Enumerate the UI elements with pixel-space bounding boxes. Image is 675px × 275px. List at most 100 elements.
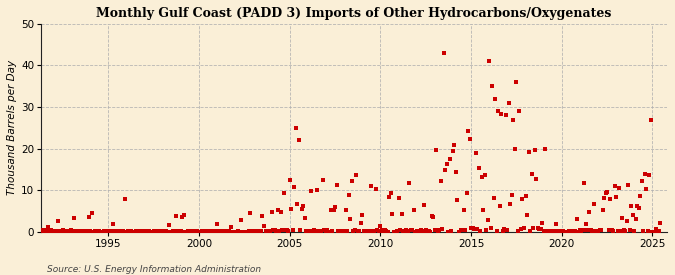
Point	[286, 207, 296, 212]
Point	[452, 197, 463, 202]
Point	[92, 229, 103, 234]
Point	[472, 227, 483, 231]
Point	[554, 229, 564, 233]
Point	[567, 229, 578, 233]
Point	[342, 228, 352, 233]
Point	[209, 229, 219, 233]
Point	[505, 202, 516, 206]
Point	[140, 230, 151, 234]
Point	[162, 230, 173, 234]
Y-axis label: Thousand Barrels per Day: Thousand Barrels per Day	[7, 60, 17, 196]
Point	[358, 229, 369, 234]
Point	[506, 193, 517, 197]
Point	[518, 226, 529, 230]
Point	[574, 228, 585, 232]
Point	[296, 207, 307, 211]
Point	[41, 228, 52, 233]
Point	[288, 228, 298, 232]
Point	[485, 226, 496, 230]
Point	[134, 229, 145, 233]
Point	[594, 228, 605, 232]
Point	[257, 213, 268, 218]
Point	[404, 181, 414, 185]
Point	[262, 229, 273, 233]
Point	[65, 228, 76, 232]
Point	[50, 229, 61, 233]
Point	[327, 229, 338, 233]
Point	[348, 229, 358, 233]
Point	[384, 195, 395, 199]
Point	[266, 210, 277, 214]
Point	[111, 229, 122, 233]
Point	[169, 229, 180, 233]
Point	[244, 229, 254, 233]
Point	[556, 229, 567, 234]
Point	[448, 149, 458, 153]
Point	[541, 229, 552, 233]
Point	[176, 229, 186, 233]
Point	[375, 224, 386, 229]
Point	[555, 229, 566, 233]
Point	[423, 229, 434, 233]
Point	[76, 229, 86, 233]
Point	[196, 229, 207, 233]
Point	[278, 191, 289, 196]
Point	[626, 204, 637, 208]
Point	[546, 229, 557, 233]
Point	[618, 228, 629, 232]
Point	[524, 229, 535, 233]
Point	[232, 229, 242, 234]
Point	[311, 188, 322, 192]
Point	[323, 230, 334, 234]
Point	[402, 229, 413, 233]
Point	[328, 208, 339, 212]
Point	[242, 230, 252, 234]
Point	[165, 229, 176, 234]
Point	[540, 147, 551, 151]
Point	[371, 187, 381, 192]
Point	[566, 229, 576, 234]
Point	[346, 179, 357, 183]
Point	[511, 80, 522, 84]
Point	[425, 229, 435, 234]
Point	[645, 117, 656, 122]
Point	[190, 229, 201, 233]
Point	[273, 229, 284, 234]
Point	[407, 228, 418, 233]
Point	[319, 228, 330, 232]
Point	[464, 137, 475, 141]
Point	[549, 229, 560, 233]
Point	[401, 228, 412, 232]
Point	[200, 230, 211, 234]
Point	[591, 229, 602, 233]
Point	[354, 229, 364, 233]
Point	[611, 194, 622, 199]
Point	[91, 229, 102, 233]
Point	[523, 150, 534, 155]
Point	[308, 228, 319, 233]
Point	[630, 216, 641, 221]
Point	[434, 228, 445, 232]
Point	[614, 186, 624, 190]
Point	[460, 228, 470, 232]
Point	[550, 222, 561, 226]
Point	[252, 229, 263, 233]
Point	[345, 217, 356, 221]
Point	[259, 224, 269, 229]
Point	[369, 229, 380, 234]
Point	[361, 229, 372, 233]
Point	[395, 228, 406, 233]
Point	[491, 229, 502, 233]
Point	[59, 229, 70, 233]
Point	[428, 215, 439, 219]
Point	[68, 216, 79, 220]
Point	[146, 230, 157, 234]
Point	[600, 191, 611, 195]
Point	[239, 229, 250, 234]
Point	[455, 227, 466, 232]
Point	[227, 230, 238, 234]
Point	[133, 230, 144, 234]
Point	[39, 230, 50, 234]
Point	[367, 229, 378, 233]
Point	[100, 229, 111, 233]
